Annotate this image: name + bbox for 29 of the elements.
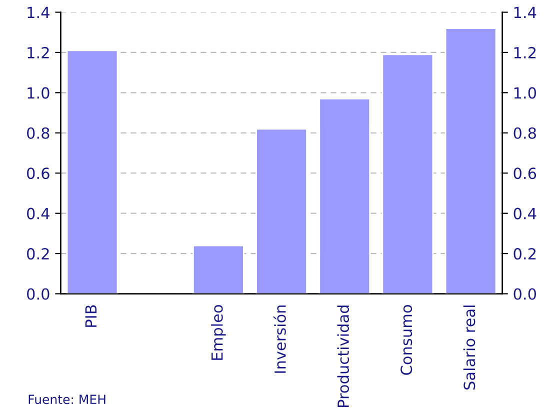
y2-tick-label: 0.0 bbox=[514, 288, 536, 300]
y-tick-label: 0.4 bbox=[27, 208, 50, 220]
y-tick-label: 0.2 bbox=[27, 248, 49, 260]
y-tick-label: 1.4 bbox=[28, 6, 50, 18]
x-tick-label: Productividad bbox=[337, 306, 350, 407]
y2-tick-label: 1.2 bbox=[514, 46, 536, 58]
y2-tick-label: 0.2 bbox=[514, 248, 536, 260]
x-tick-label: Salario real bbox=[463, 306, 476, 390]
x-tick-label: Empleo bbox=[211, 305, 226, 360]
y2-tick-label: 0.4 bbox=[514, 208, 536, 220]
x-tick-label: PIB bbox=[85, 305, 96, 327]
y-tick-label: 0.8 bbox=[27, 127, 50, 139]
source-note: Fuente: MEH bbox=[28, 394, 106, 404]
bar bbox=[256, 128, 308, 294]
bar bbox=[318, 98, 371, 294]
y2-tick-label: 0.8 bbox=[514, 127, 536, 139]
y-tick-label: 0.0 bbox=[27, 288, 50, 300]
bar bbox=[444, 28, 497, 294]
y-tick-label: 1.2 bbox=[28, 46, 49, 58]
x-tick-label: Consumo bbox=[400, 305, 412, 375]
y-tick-label: 1.0 bbox=[28, 87, 50, 99]
x-tick-label: Inversión bbox=[274, 305, 286, 373]
bar bbox=[192, 244, 244, 294]
y-tick-label: 0.6 bbox=[27, 168, 50, 180]
bar bbox=[382, 54, 434, 294]
y2-tick-label: 0.6 bbox=[514, 168, 536, 180]
y2-tick-label: 1.4 bbox=[514, 6, 536, 18]
y2-tick-label: 1.0 bbox=[514, 87, 536, 99]
bar bbox=[66, 50, 118, 294]
